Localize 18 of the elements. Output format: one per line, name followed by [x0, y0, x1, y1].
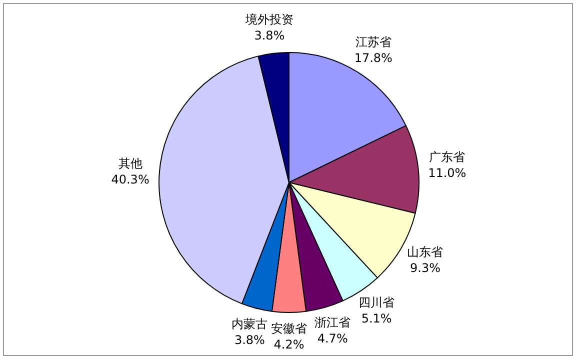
slice-label: 广东省 — [429, 150, 466, 164]
slice-label: 安徽省 — [271, 322, 307, 336]
slice-label: 其他 — [118, 156, 142, 170]
slice-label: 四川省 — [358, 296, 395, 310]
data-label: 5.1% — [361, 312, 392, 326]
slice-label: 山东省 — [407, 245, 444, 260]
data-label: 4.7% — [317, 332, 348, 346]
slice-label: 江苏省 — [355, 35, 392, 50]
data-label: 3.8% — [254, 28, 285, 43]
data-label: 11.0% — [428, 166, 466, 180]
data-label: 40.3% — [111, 172, 150, 186]
slice-label: 浙江省 — [314, 316, 351, 330]
data-label: 9.3% — [410, 261, 440, 276]
data-label: 17.8% — [354, 51, 392, 66]
slice-label: 内蒙古 — [232, 316, 268, 331]
data-label: 4.2% — [274, 338, 304, 352]
data-label: 3.8% — [234, 332, 265, 347]
slice-label: 境外投资 — [244, 12, 294, 27]
